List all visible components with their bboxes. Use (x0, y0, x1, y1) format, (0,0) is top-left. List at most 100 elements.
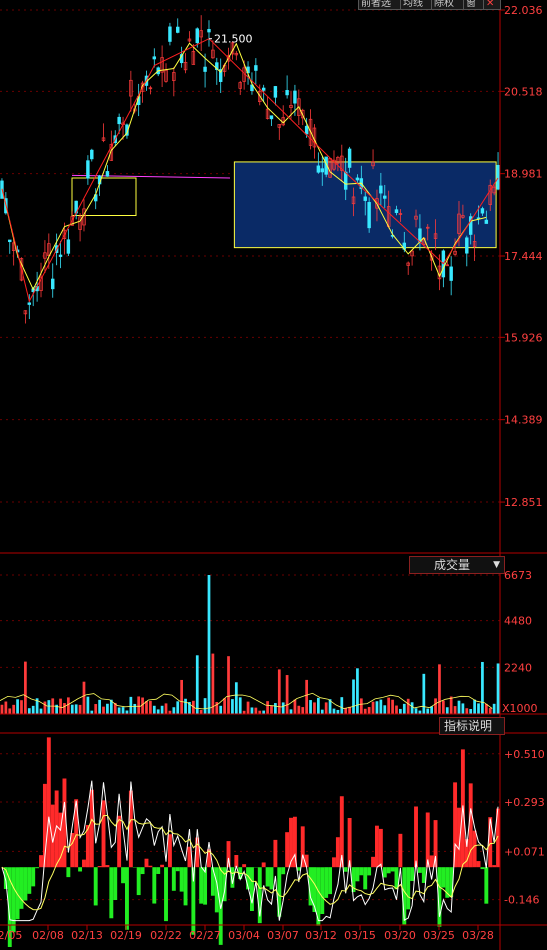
candle (496, 164, 500, 190)
candle (301, 109, 305, 119)
candle (62, 229, 67, 239)
candle (78, 216, 82, 230)
candle (351, 196, 356, 205)
trend-line (1, 42, 487, 291)
candle (269, 115, 274, 120)
price-tick-label: 20.518 (504, 85, 543, 98)
candle (297, 98, 301, 116)
candle (465, 237, 469, 254)
candle (238, 82, 242, 89)
price-tick-label: 14.389 (504, 414, 543, 427)
indicator-panel-title[interactable]: 指标说明 (439, 717, 505, 735)
price-tick-label: 17.444 (504, 250, 543, 263)
dif-line (1, 780, 499, 922)
price-panel[interactable] (0, 15, 500, 324)
date-tick-label: 02/19 (110, 929, 142, 942)
candle (289, 104, 293, 108)
volume-panel-title[interactable]: 成交量 ▼ (409, 556, 505, 574)
date-tick-label: 03/15 (344, 929, 376, 942)
volume-title-text: 成交量 (434, 558, 471, 572)
candle (105, 171, 110, 177)
close-icon[interactable]: ✕ (483, 0, 501, 10)
candle (58, 254, 63, 257)
tab-exright[interactable]: 除权 (431, 0, 467, 10)
indicator-tick-label: -0.146 (504, 894, 539, 907)
date-tick-label: 02/22 (150, 929, 182, 942)
candle (23, 310, 28, 315)
candle (371, 161, 375, 167)
candle (148, 87, 153, 90)
candle (449, 266, 453, 281)
candle (218, 69, 223, 82)
candle (379, 185, 383, 194)
candle (457, 213, 461, 234)
candle (277, 124, 282, 128)
volume-panel[interactable] (0, 575, 500, 714)
volume-unit-label: X1000 (502, 702, 538, 715)
candle (340, 155, 344, 171)
candle (187, 38, 192, 42)
candle (19, 258, 24, 281)
candle (492, 186, 496, 194)
candle (343, 171, 348, 190)
date-tick-label: 03/12 (305, 929, 337, 942)
date-tick-label: 02/08 (32, 929, 64, 942)
indicator-panel[interactable] (1, 737, 500, 947)
candle (308, 118, 313, 146)
dropdown-icon[interactable]: ▼ (493, 560, 500, 570)
candle (406, 262, 410, 266)
indicator-tick-label: +0.071 (504, 845, 545, 858)
candle (86, 160, 90, 179)
candle (199, 30, 203, 38)
candle (101, 137, 106, 141)
date-tick-label: 03/28 (462, 929, 494, 942)
candle (211, 49, 215, 59)
candle (445, 264, 449, 267)
tab-window[interactable]: 窗 (463, 0, 485, 10)
early-box (71, 177, 137, 216)
tab-selector[interactable]: 前者选 (358, 0, 402, 10)
candle (207, 29, 211, 33)
candle (129, 79, 133, 97)
date-tick-label: 2/05 (0, 929, 22, 942)
candle (363, 196, 367, 201)
candle (234, 52, 239, 56)
date-tick-label: 03/07 (267, 929, 299, 942)
candle (488, 184, 492, 205)
indicator-tick-label: +0.510 (504, 748, 545, 761)
candle (347, 148, 352, 168)
price-tick-label: 12.851 (504, 496, 543, 509)
volume-tick-label: 4480 (504, 615, 532, 628)
candle (27, 302, 32, 305)
peak-price-label: 21.500 (214, 33, 253, 46)
candle (273, 86, 278, 98)
candle (70, 216, 74, 226)
candle (426, 226, 430, 229)
candle (140, 82, 145, 92)
grid-lines (0, 9, 500, 901)
candle (226, 55, 231, 62)
candle (47, 243, 51, 256)
candle (203, 66, 207, 72)
candle (8, 239, 12, 243)
candle (293, 90, 297, 104)
candle (383, 195, 387, 199)
tab-ma[interactable]: 均线 (400, 0, 434, 10)
candle (39, 276, 43, 291)
candle (484, 219, 489, 224)
volume-ma-line (0, 692, 493, 710)
candle (109, 143, 114, 161)
price-tick-label: 15.926 (504, 331, 543, 344)
price-tick-label: 18.981 (504, 168, 543, 181)
dea-line (1, 814, 499, 911)
candle (480, 208, 485, 214)
candle (191, 51, 196, 65)
date-tick-label: 03/25 (423, 929, 455, 942)
candle (265, 108, 270, 119)
candle (355, 177, 360, 181)
candle (250, 84, 254, 92)
date-tick-label: 02/27 (189, 929, 221, 942)
candle (316, 165, 321, 173)
